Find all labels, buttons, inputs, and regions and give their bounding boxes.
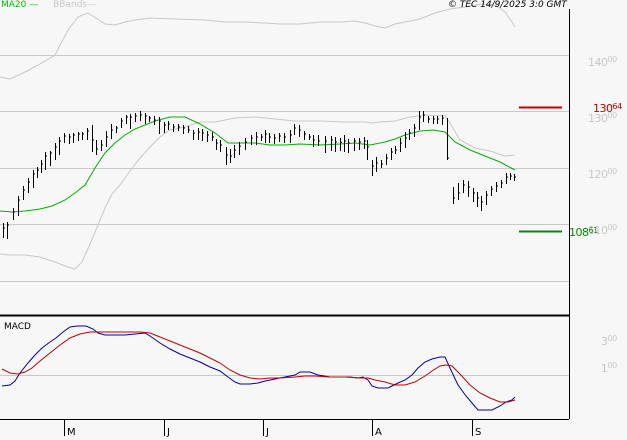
macd-tick-100: 100: [601, 361, 617, 375]
support-dec: 61: [588, 226, 599, 235]
legend-bbands: BBands—: [53, 0, 96, 10]
y-tick-dec: 00: [607, 55, 618, 64]
y-tick-dec: 00: [607, 223, 618, 232]
chart-legend: MA20 — BBands—: [1, 0, 96, 11]
y-tick-130: 13000: [588, 111, 617, 125]
y-tick-int: 120: [588, 168, 608, 181]
macd-line: [1, 325, 516, 411]
y-tick-120: 12000: [588, 167, 617, 181]
month-label-may: M: [67, 427, 76, 438]
y-tick-int: 110: [588, 224, 608, 237]
macd-tick-int: 1: [601, 362, 608, 375]
legend-ma20: MA20 —: [1, 0, 38, 10]
y-tick-dec: 00: [607, 111, 618, 120]
month-label-august: A: [375, 427, 382, 438]
month-label-june: J: [167, 427, 170, 438]
price-bars: [3, 111, 516, 239]
resistance-label: 13064: [593, 102, 622, 115]
macd-title: MACD: [4, 322, 31, 332]
legend-bbands-label: BBands: [53, 0, 88, 10]
support-int: 108: [569, 226, 589, 239]
bollinger-bands: [0, 3, 516, 270]
legend-ma20-label: MA20: [1, 0, 27, 10]
support-label: 10861: [569, 226, 598, 239]
y-tick-140: 14000: [588, 55, 617, 69]
macd-tick-300: 300: [601, 334, 617, 348]
legend-ma20-swatch: —: [29, 0, 39, 10]
resistance-dec: 64: [612, 102, 623, 111]
y-tick-110: 11000: [588, 223, 617, 237]
ma20-line: [0, 116, 516, 213]
legend-bbands-swatch: —: [87, 0, 97, 10]
macd-tick-dec: 00: [607, 361, 618, 370]
price-gridlines: [0, 55, 569, 376]
macd-tick-dec: 00: [607, 334, 618, 343]
y-tick-int: 140: [588, 56, 608, 69]
y-tick-dec: 00: [607, 167, 618, 176]
copyright-timestamp: © TEC 14/9/2025 3:0 GMT: [448, 0, 567, 10]
macd-tick-int: 3: [601, 335, 608, 348]
y-tick-int: 130: [588, 112, 608, 125]
month-label-july: J: [266, 427, 269, 438]
resistance-int: 130: [593, 102, 613, 115]
signal-line: [1, 331, 516, 403]
month-label-september: S: [475, 427, 482, 438]
